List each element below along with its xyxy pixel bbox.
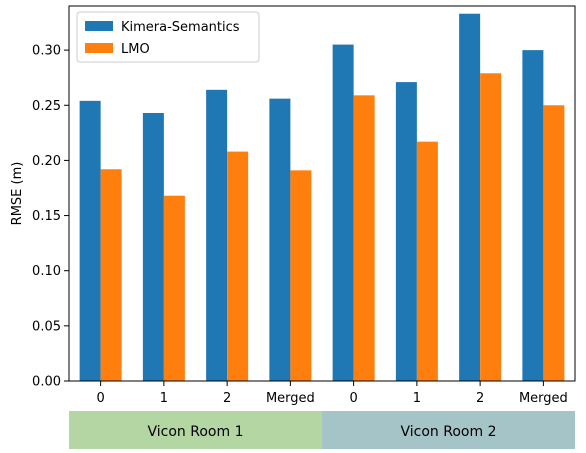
legend-label: LMO — [121, 42, 150, 57]
bar-kimera-semantics-4 — [332, 44, 354, 381]
bar-lmo-1 — [163, 195, 185, 381]
group-band — [69, 411, 322, 449]
y-tick-label: 0.25 — [32, 99, 61, 114]
plot-frame — [68, 5, 576, 382]
y-tick-label: 0.20 — [32, 154, 61, 169]
x-tick-label: Merged — [266, 391, 315, 406]
y-tick-label: 0.00 — [32, 375, 61, 390]
legend-swatch — [85, 21, 113, 31]
bar-kimera-semantics-5 — [395, 82, 417, 381]
bar-lmo-0 — [100, 169, 122, 381]
y-tick-label: 0.30 — [32, 44, 61, 59]
group-label: Vicon Room 2 — [401, 424, 497, 440]
x-tick-label: 0 — [96, 391, 104, 406]
bar-lmo-7 — [543, 105, 565, 381]
bar-lmo-2 — [227, 151, 249, 381]
x-tick-label: 1 — [160, 391, 168, 406]
legend-box — [76, 11, 260, 63]
bar-kimera-semantics-7 — [522, 50, 544, 382]
bars — [79, 13, 565, 382]
bar-kimera-semantics-6 — [459, 13, 481, 381]
x-axis: 0 1 2 Merged 0 1 2 Merged — [96, 381, 568, 406]
y-tick-label: 0.15 — [32, 209, 61, 224]
bar-lmo-5 — [416, 141, 438, 381]
y-axis-label: RMSE (m) — [10, 162, 25, 226]
y-tick-label: 0.05 — [32, 319, 61, 334]
bar-lmo-4 — [353, 95, 375, 381]
x-tick-label: 1 — [413, 391, 421, 406]
x-tick-label: 0 — [349, 391, 357, 406]
legend-label: Kimera-Semantics — [121, 20, 240, 35]
bar-kimera-semantics-1 — [142, 112, 164, 382]
legend-swatch — [85, 43, 113, 53]
y-tick-label: 0.10 — [32, 264, 61, 279]
group-band — [322, 411, 575, 449]
x-tick-label: 2 — [223, 391, 231, 406]
bar-lmo-3 — [290, 170, 312, 381]
group-bands: Vicon Room 1 Vicon Room 2 — [69, 411, 575, 449]
group-label: Vicon Room 1 — [148, 424, 244, 440]
x-tick-label: 2 — [476, 391, 484, 406]
x-tick-label: Merged — [519, 391, 568, 406]
legend: Kimera-Semantics LMO — [76, 11, 260, 63]
bar-kimera-semantics-3 — [269, 98, 291, 382]
bar-kimera-semantics-2 — [206, 89, 228, 381]
y-axis: 0.00 0.05 0.10 0.15 0.20 0.25 0.30 — [32, 44, 69, 390]
bar-kimera-semantics-0 — [79, 100, 101, 381]
bar-lmo-6 — [480, 73, 502, 381]
